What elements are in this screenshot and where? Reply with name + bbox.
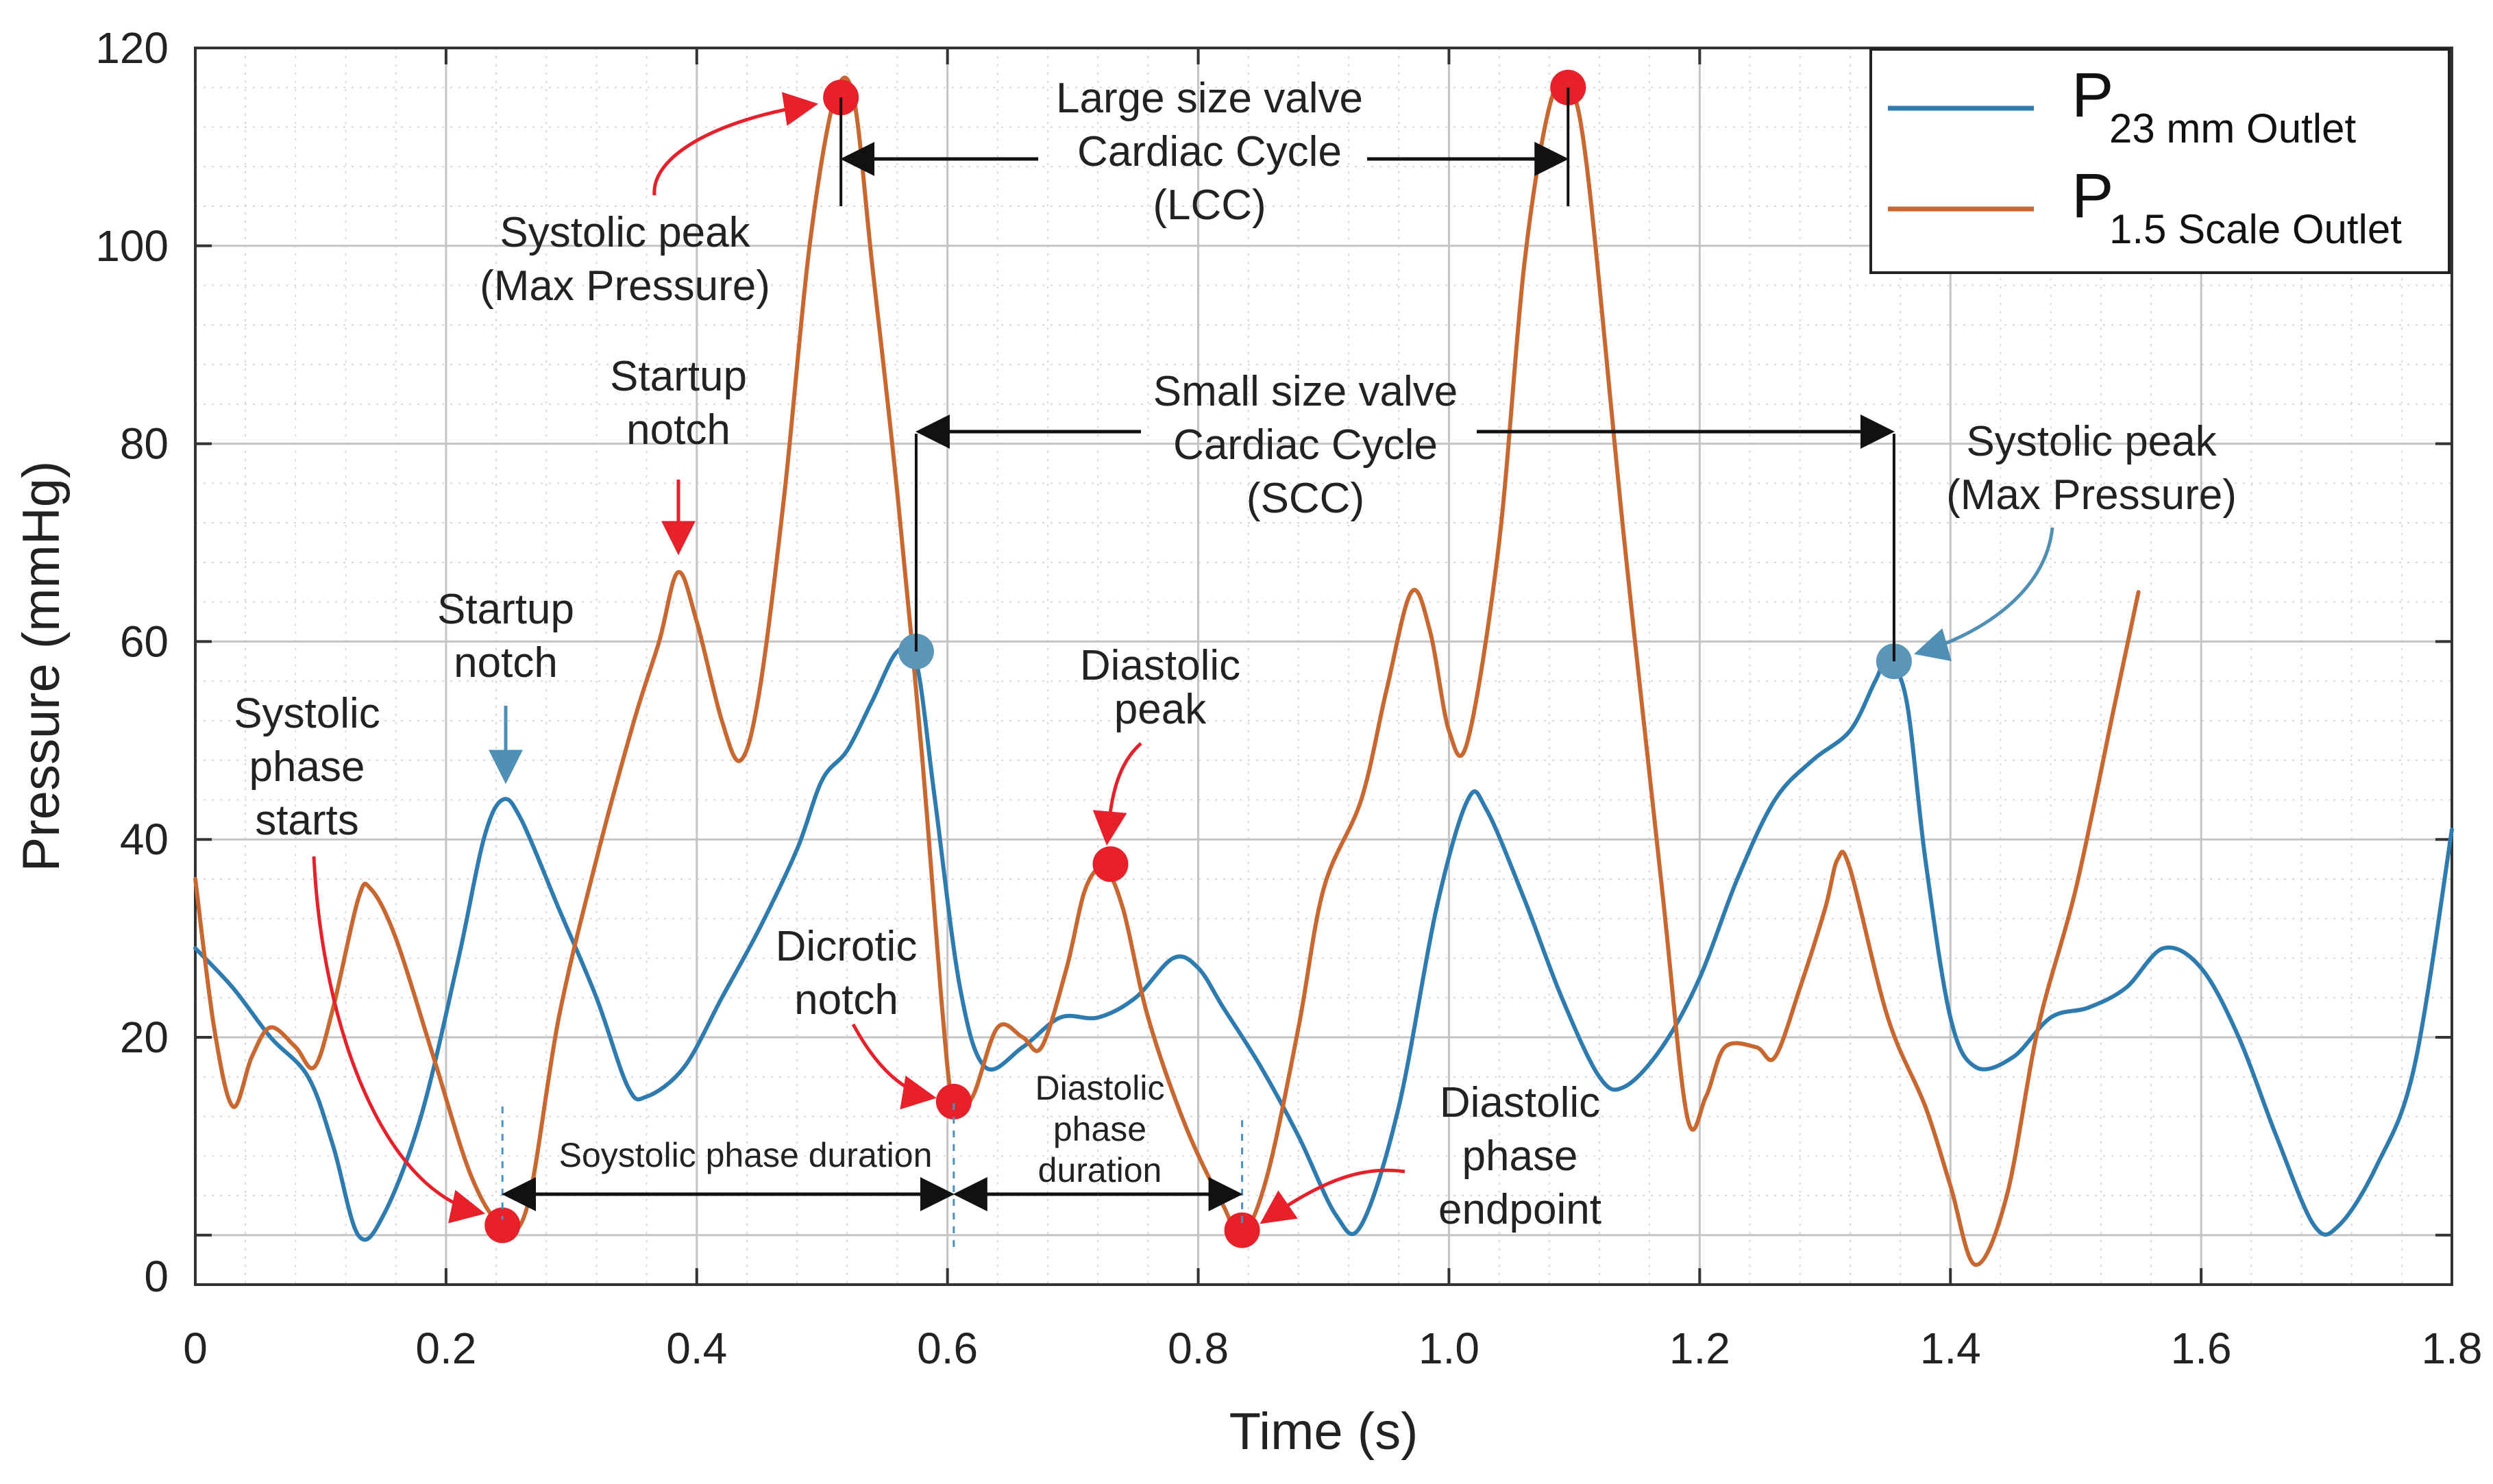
- systolic-peak-left-label-line: Systolic peak: [500, 209, 750, 256]
- data-point-marker: [935, 1083, 972, 1120]
- plot-frame: [194, 47, 2453, 1286]
- x-tick-label: 0: [183, 1324, 208, 1373]
- x-tick-label: 1.8: [2422, 1324, 2483, 1373]
- x-tick-label: 0.8: [1168, 1324, 1229, 1373]
- systolic-peak-right-label-line: Systolic peak: [1966, 418, 2217, 465]
- series-p15-line: [193, 75, 2141, 1267]
- systolic-starts-label-line: starts: [255, 797, 359, 844]
- systolic-peak-left-label-line: (Max Pressure): [480, 262, 770, 310]
- lcc-label-line: (LCC): [1153, 182, 1266, 229]
- scc-label-line: Cardiac Cycle: [1173, 421, 1438, 469]
- y-tick-label: 80: [120, 419, 169, 469]
- dicrotic-notch-label-line: notch: [794, 976, 898, 1024]
- startup-notch-orange-label-line: notch: [626, 406, 730, 454]
- diastolic-peak-arrow: [1092, 742, 1142, 846]
- tick-labels: 0 0.2 0.4 0.6 0.8 1.0 1.2 1.4 1.6 1.8 0 20 40 60 80 100…: [12, 23, 2482, 1461]
- x-tick-label: 1.0: [1419, 1324, 1479, 1373]
- diastolic-peak-label-line: Diastolic: [1080, 642, 1240, 689]
- systolic-duration-label: Soystolic phase duration: [559, 1136, 933, 1174]
- lcc-label-line: Cardiac Cycle: [1077, 128, 1342, 175]
- y-tick-label: 0: [144, 1252, 169, 1301]
- systolic-starts-arrow: [312, 856, 486, 1224]
- x-tick-label: 0.4: [666, 1324, 727, 1373]
- diastolic-endpoint-arrow: [1260, 1168, 1405, 1224]
- diastolic-duration-label-line: Diastolic: [1035, 1069, 1165, 1107]
- lcc-label-line: Large size valve: [1056, 75, 1363, 122]
- diastolic-peak-label-line: peak: [1114, 686, 1207, 733]
- diastolic-endpoint-label-line: Diastolic: [1440, 1079, 1600, 1126]
- systolic-peak-right-label-line: (Max Pressure): [1946, 471, 2237, 519]
- diastolic-endpoint-label-line: endpoint: [1438, 1186, 1601, 1233]
- series-layer: [193, 75, 2454, 1267]
- scc-label-line: Small size valve: [1153, 368, 1458, 415]
- x-axis-title: Time (s): [1229, 1402, 1419, 1461]
- systolic-peak-right-arrow: [1914, 527, 2054, 662]
- legend-box: [1869, 48, 2451, 274]
- y-tick-label: 120: [95, 23, 169, 73]
- data-point-marker: [1092, 846, 1129, 882]
- data-point-marker: [1224, 1212, 1260, 1248]
- dicrotic-notch-arrow: [851, 1023, 937, 1110]
- data-point-marker: [484, 1207, 521, 1244]
- legend-label-main: P: [2072, 60, 2113, 130]
- dicrotic-notch-label-line: Dicrotic: [776, 923, 918, 970]
- annotations-layer: Large size valve Cardiac Cycle (LCC) Small …: [234, 75, 2237, 1254]
- diastolic-endpoint-label-line: phase: [1462, 1133, 1578, 1180]
- series-p23-line: [193, 643, 2454, 1242]
- x-tick-label: 1.2: [1669, 1324, 1730, 1373]
- y-tick-label: 20: [120, 1013, 169, 1062]
- startup-notch-orange-label-line: Startup: [610, 353, 747, 400]
- diastolic-duration-label-line: phase: [1053, 1110, 1146, 1148]
- y-tick-label: 100: [95, 221, 169, 271]
- systolic-peak-left-arrow: [652, 92, 819, 196]
- y-axis-title: Pressure (mmHg): [12, 461, 71, 872]
- legend-label-main: P: [2072, 161, 2113, 231]
- x-tick-label: 1.4: [1920, 1324, 1981, 1373]
- legend-label-sub: 1.5 Scale Outlet: [2109, 206, 2402, 252]
- systolic-starts-label-line: phase: [249, 743, 365, 791]
- startup-notch-blue-label-line: Startup: [437, 586, 574, 633]
- systolic-starts-label-line: Systolic: [234, 690, 380, 737]
- startup-notch-blue-label-line: notch: [454, 639, 558, 687]
- x-tick-label: 0.2: [415, 1324, 476, 1373]
- scc-label-line: (SCC): [1246, 475, 1364, 522]
- y-tick-label: 60: [120, 617, 169, 666]
- x-tick-label: 0.6: [917, 1324, 978, 1373]
- y-tick-label: 40: [120, 815, 169, 864]
- legend-label-sub: 23 mm Outlet: [2109, 106, 2356, 151]
- diastolic-duration-label-line: duration: [1038, 1151, 1162, 1189]
- x-tick-label: 1.6: [2171, 1324, 2232, 1373]
